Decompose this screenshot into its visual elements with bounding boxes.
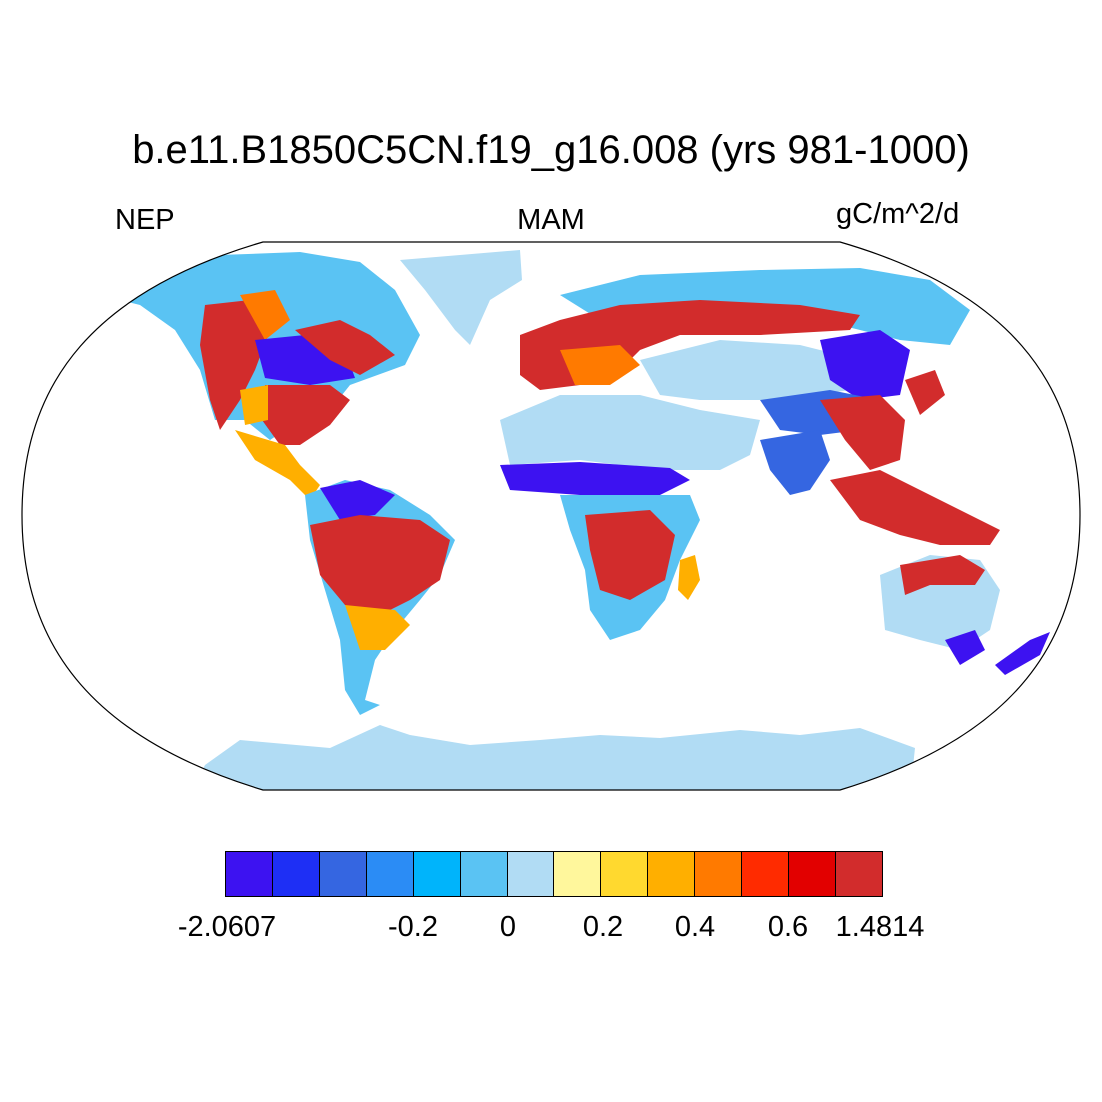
region-na-mid-orange [240,385,268,425]
season-label: MAM [517,204,585,236]
region-europe-orange [560,345,640,385]
region-na-southeast [262,385,350,445]
plot-title: b.e11.B1850C5CN.f19_g16.008 (yrs 981-100… [132,128,970,172]
colorbar-swatch-9 [648,852,696,896]
region-central-asia [640,340,860,400]
region-greenland [400,250,522,345]
colorbar-tick-label: -2.0607 [177,911,277,943]
variable-label: NEP [115,204,175,236]
colorbar-tick-label: 0.2 [582,911,624,943]
colorbar-tick-label: 0.6 [767,911,809,943]
colorbar-swatch-11 [742,852,790,896]
region-new-zealand [995,632,1050,675]
colorbar-swatch-3 [366,852,414,896]
region-india [760,430,830,495]
colorbar-swatch-12 [789,852,836,896]
region-australia-east-blue [945,630,985,665]
colorbar-tick-label: 0 [499,911,517,943]
region-na-west-orange [240,290,290,340]
colorbar-swatch-8 [601,852,649,896]
colorbar-tick-label: -0.2 [388,911,438,943]
region-mongolia-blue [820,330,910,400]
region-antarctica [190,725,915,790]
colorbar-swatch-10 [695,852,743,896]
colorbar-swatch-4 [413,852,461,896]
region-sa-north-blue [320,480,395,520]
colorbar [225,851,883,897]
region-australia-north-red [900,555,985,595]
region-sahara [500,395,760,470]
colorbar-tick-label: 0.4 [674,911,716,943]
region-japan [905,370,945,415]
region-se-asia [830,470,1000,545]
region-na-west [200,300,270,430]
colorbar-swatch-5 [460,852,508,896]
map-border [21,241,1081,791]
region-madagascar [678,555,700,600]
colorbar-swatch-6 [507,852,555,896]
colorbar-swatch-13 [835,852,882,896]
colorbar-swatch-2 [319,852,367,896]
colorbar-swatch-0 [226,852,273,896]
region-central-america [235,430,320,500]
region-congo-red [585,510,675,600]
units-label: gC/m^2/d [836,198,960,230]
region-east-asia-red [820,395,905,470]
region-sahel-blue [500,462,690,495]
region-sa-south-orange [345,605,410,650]
region-amazon [310,515,450,615]
region-na-east [295,320,395,375]
colorbar-swatch-7 [554,852,602,896]
colorbar-tick-label: 1.4814 [835,911,925,943]
colorbar-swatch-1 [272,852,320,896]
